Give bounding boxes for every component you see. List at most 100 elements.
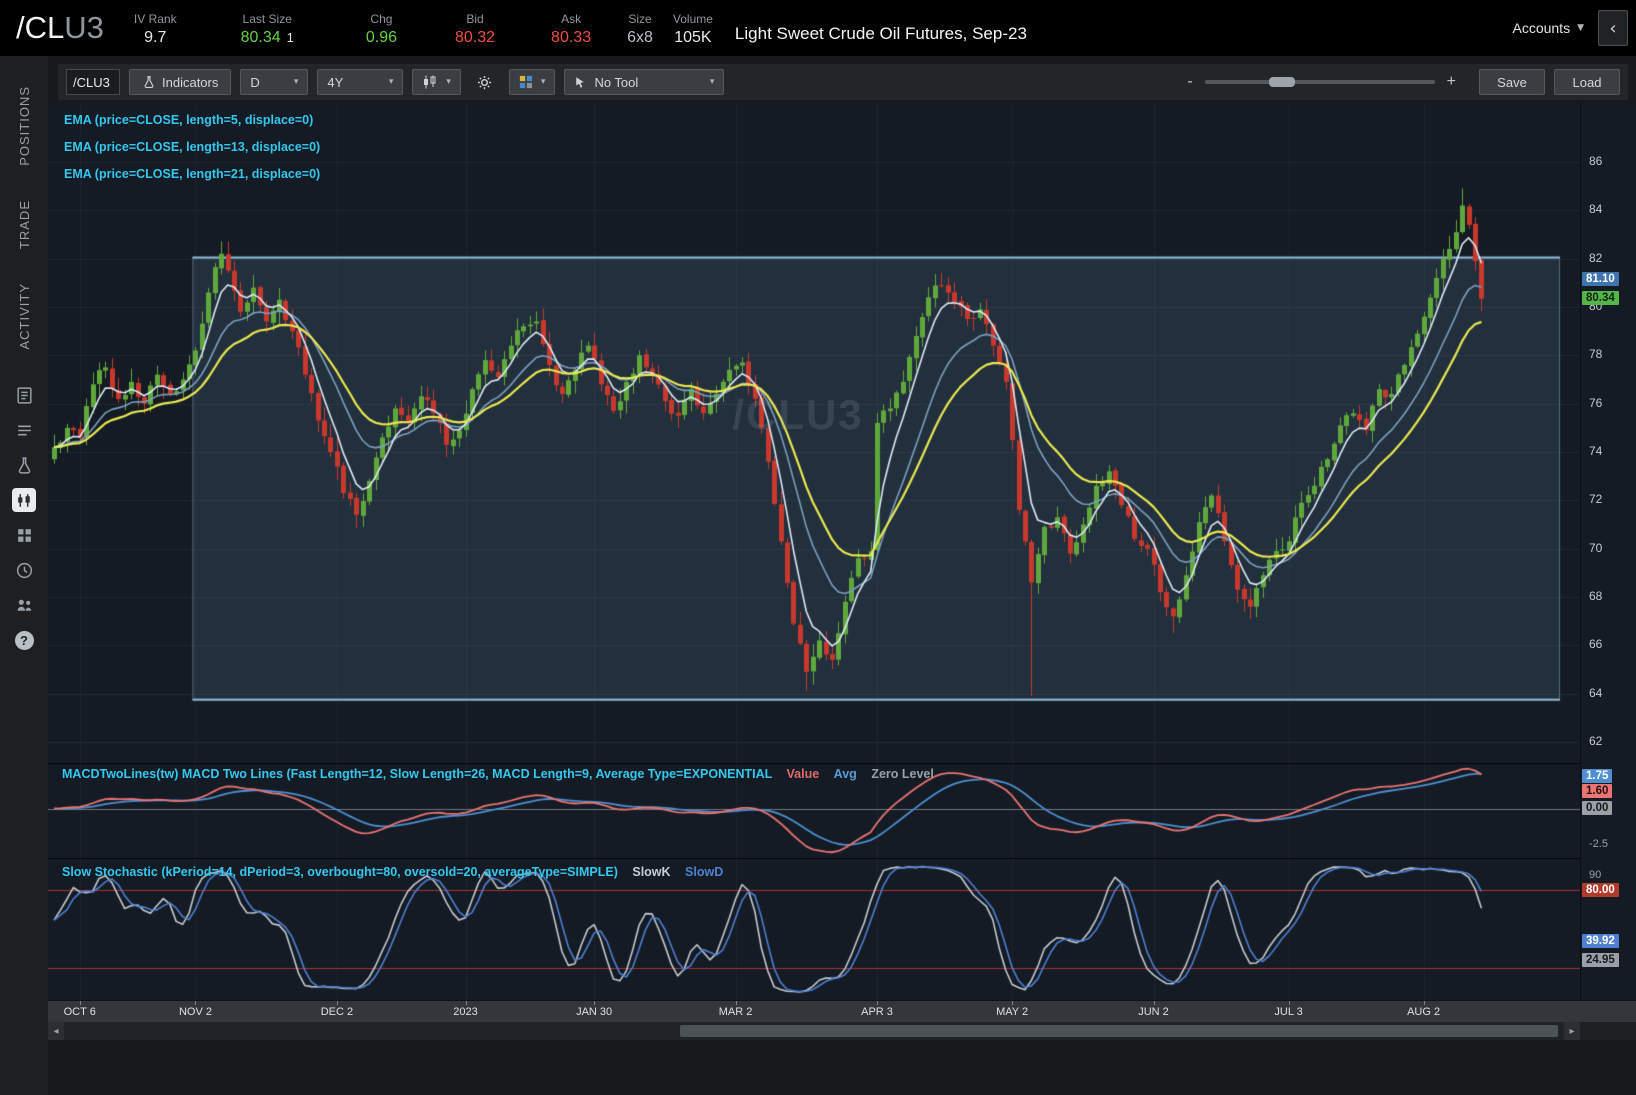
- range-dropdown[interactable]: 4Y ▾: [317, 69, 404, 95]
- time-axis-tick: [594, 1001, 596, 1005]
- zoom-in-button[interactable]: +: [1446, 73, 1456, 90]
- scrollbar-corner: [1580, 1022, 1636, 1040]
- time-axis-label: OCT 6: [63, 1006, 96, 1018]
- price-axis: 86 84 82 80 78 76 74 72 70 68 66 64 62 81.10 80.34 1.75…: [1580, 103, 1636, 1000]
- macd-legend-zero: Zero Level: [871, 767, 934, 781]
- field-label: Bid: [466, 11, 484, 26]
- time-axis-label: JUL 3: [1274, 1006, 1303, 1018]
- load-button[interactable]: Load: [1554, 69, 1620, 95]
- quote-field-last-size: Last Size 80.34 1: [241, 9, 294, 48]
- time-axis-tick: [735, 1001, 737, 1005]
- stochastic-panel-canvas[interactable]: [48, 858, 1580, 1000]
- price-bubble: 81.10: [1582, 272, 1619, 287]
- accounts-dropdown[interactable]: Accounts ▼: [1498, 20, 1598, 36]
- chart-layout-dropdown[interactable]: ▾: [508, 69, 556, 95]
- field-label: Chg: [370, 11, 393, 26]
- indicators-button[interactable]: Indicators: [129, 69, 232, 95]
- price-axis-label: 86: [1589, 153, 1603, 168]
- volume-value: 105K: [674, 28, 712, 46]
- study-label-stochastic[interactable]: Slow Stochastic (kPeriod=14, dPeriod=3, …: [62, 865, 723, 879]
- price-axis-label: 64: [1589, 685, 1603, 700]
- macd-label-text: MACDTwoLines(tw) MACD Two Lines (Fast Le…: [62, 767, 773, 781]
- study-labels: EMA (price=CLOSE, length=5, displace=0) …: [64, 113, 320, 194]
- chart-style-dropdown[interactable]: ▾: [412, 69, 461, 95]
- macd-avg-box: 1.75: [1582, 769, 1613, 783]
- zoom-slider-thumb[interactable]: [1269, 77, 1296, 87]
- macd-legend-avg: Avg: [833, 767, 857, 781]
- time-axis-tick: [877, 1001, 879, 1005]
- price-bubble: 80.34: [1582, 290, 1619, 305]
- sidebar-tab-activity[interactable]: ACTIVITY: [16, 282, 32, 350]
- tool-value: No Tool: [594, 74, 639, 90]
- horizontal-scrollbar[interactable]: ◂ ▸: [48, 1022, 1580, 1040]
- stoch-overbought-box: 80.00: [1582, 883, 1619, 898]
- candlestick-icon: [424, 75, 436, 89]
- chart-settings-gear-icon[interactable]: [470, 69, 500, 95]
- time-axis-label: NOV 2: [178, 1006, 212, 1018]
- collapse-panel-button[interactable]: ‹: [1598, 10, 1628, 46]
- beaker-icon: [144, 76, 154, 88]
- chart-symbol-input[interactable]: /CLU3: [66, 69, 120, 95]
- quote-field-ivrank: IV Rank 9.7: [134, 9, 177, 48]
- question-glyph: ?: [14, 630, 34, 650]
- zoom-slider[interactable]: [1204, 77, 1435, 87]
- grid-layout-icon: [519, 75, 533, 89]
- sidebar-tab-positions[interactable]: POSITIONS: [16, 86, 32, 166]
- history-clock-icon[interactable]: [12, 558, 36, 582]
- bid-value: 80.32: [455, 28, 496, 46]
- drawing-tool-dropdown[interactable]: No Tool ▾: [564, 69, 725, 95]
- price-axis-label: 66: [1589, 637, 1603, 652]
- sidebar-tab-trade[interactable]: TRADE: [16, 199, 32, 249]
- size-value: 6x8: [627, 28, 653, 46]
- macd-panel-canvas[interactable]: [48, 763, 1580, 858]
- help-icon[interactable]: ?: [12, 628, 36, 652]
- chart-watermark: /CLU3: [732, 391, 864, 438]
- study-label-ema-13[interactable]: EMA (price=CLOSE, length=13, displace=0): [64, 140, 321, 154]
- stoch-slowd-box: 39.92: [1582, 934, 1619, 948]
- ivrank-value: 9.7: [144, 28, 167, 46]
- stoch-axis-label: 90: [1589, 869, 1602, 882]
- time-axis-label: JUN 2: [1138, 1006, 1169, 1018]
- stoch-legend-slowd: SlowD: [685, 865, 724, 879]
- chart-icon[interactable]: [12, 488, 36, 513]
- chevron-down-icon: ▼: [1577, 23, 1584, 33]
- zoom-out-button[interactable]: -: [1187, 73, 1193, 90]
- time-axis-label: APR 3: [861, 1006, 893, 1018]
- ask-value: 80.33: [551, 28, 592, 46]
- stoch-slowk-box: 24.95: [1582, 953, 1619, 968]
- scrollbar-thumb[interactable]: [680, 1025, 1558, 1037]
- time-axis-tick: [1153, 1001, 1155, 1005]
- price-axis-label: 84: [1589, 202, 1603, 217]
- price-chart-canvas[interactable]: [48, 103, 1580, 763]
- scroll-right-icon[interactable]: ▸: [1564, 1022, 1580, 1040]
- time-axis-label: JAN 30: [576, 1006, 613, 1018]
- last-size-qty: 1: [286, 29, 294, 45]
- study-label-ema-5[interactable]: EMA (price=CLOSE, length=5, displace=0): [64, 113, 314, 127]
- time-axis-label: MAR 2: [718, 1006, 753, 1018]
- beaker-icon[interactable]: [12, 453, 36, 477]
- time-axis-tick: [336, 1001, 338, 1005]
- queue-list-icon[interactable]: [12, 418, 36, 442]
- field-label: Volume: [672, 11, 713, 26]
- people-icon[interactable]: [12, 593, 36, 617]
- chg-value: 0.96: [365, 28, 397, 46]
- chart-area: /CLU3 EMA (price=CLOSE, length=5, displa…: [48, 103, 1636, 1095]
- scroll-left-icon[interactable]: ◂: [48, 1022, 64, 1040]
- chevron-down-icon: ▾: [388, 77, 394, 87]
- timeframe-dropdown[interactable]: D ▾: [240, 69, 309, 95]
- notes-icon[interactable]: [12, 383, 36, 407]
- study-label-ema-21[interactable]: EMA (price=CLOSE, length=21, displace=0): [64, 167, 321, 181]
- range-value: 4Y: [327, 74, 344, 90]
- time-axis-tick: [195, 1001, 197, 1005]
- field-label: Size: [628, 11, 652, 26]
- dashboard-grid-icon[interactable]: [12, 523, 36, 547]
- indicators-label: Indicators: [162, 74, 219, 90]
- macd-axis-label: -2.5: [1589, 837, 1608, 850]
- save-button[interactable]: Save: [1479, 69, 1545, 95]
- price-axis-label: 76: [1589, 395, 1603, 410]
- field-label: Last Size: [242, 11, 292, 26]
- price-axis-label: 72: [1589, 492, 1603, 507]
- study-label-macd[interactable]: MACDTwoLines(tw) MACD Two Lines (Fast Le…: [62, 767, 934, 781]
- quote-field-volume: Volume 105K: [673, 9, 713, 48]
